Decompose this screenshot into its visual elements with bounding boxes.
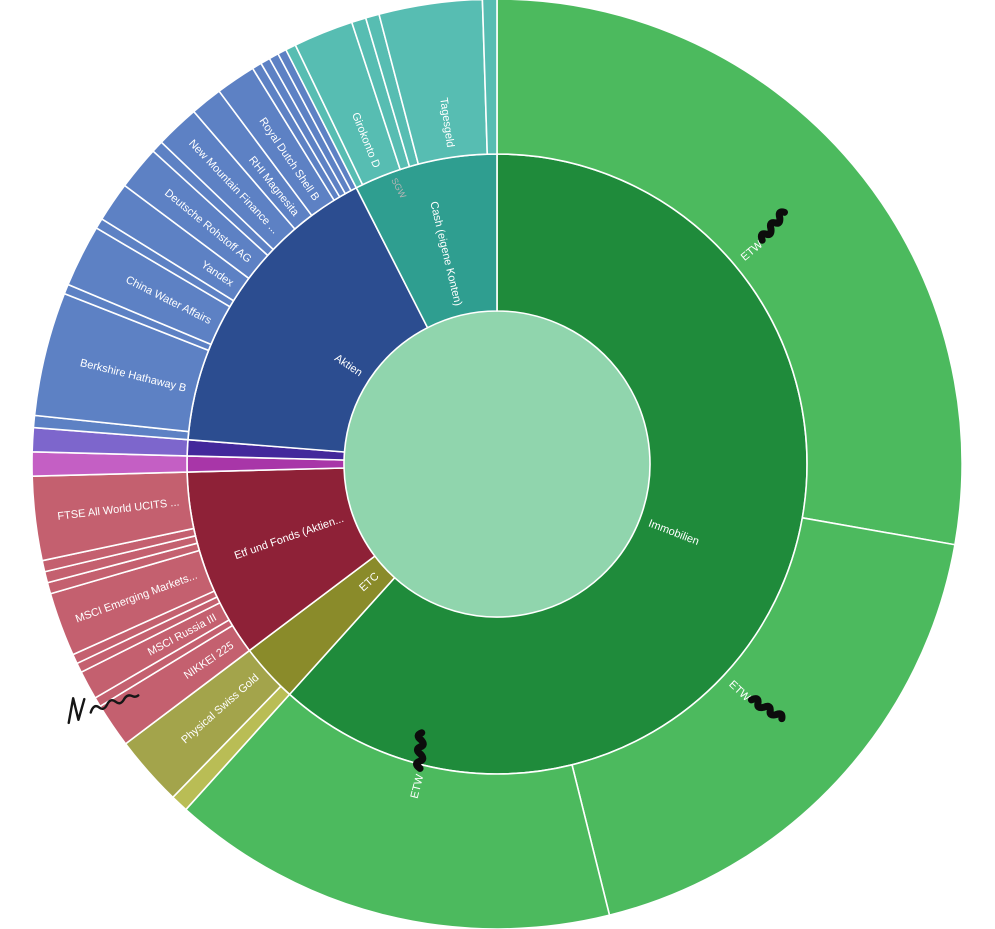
redaction-scribble xyxy=(413,729,427,772)
center-circle xyxy=(344,311,650,617)
segment-cash-sliver-3[interactable] xyxy=(481,0,498,155)
segment-etw-1[interactable] xyxy=(496,0,963,546)
segments-layer xyxy=(31,0,963,929)
redaction-scribble xyxy=(747,695,786,723)
segment-etw-2[interactable] xyxy=(571,517,956,916)
handwritten-wave xyxy=(89,694,140,714)
redaction-scribble xyxy=(757,208,788,244)
handwritten-n xyxy=(67,697,86,725)
handwritten-annotation xyxy=(67,694,140,725)
segment-etw-3[interactable] xyxy=(185,693,611,929)
